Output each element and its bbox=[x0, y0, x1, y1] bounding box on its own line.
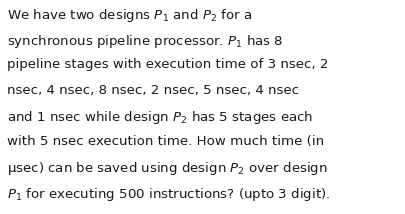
Text: $P_1$ for executing 500 instructions? (upto 3 digit).: $P_1$ for executing 500 instructions? (u… bbox=[7, 186, 330, 203]
Text: μsec) can be saved using design $P_2$ over design: μsec) can be saved using design $P_2$ ov… bbox=[7, 160, 328, 177]
Text: with 5 nsec execution time. How much time (in: with 5 nsec execution time. How much tim… bbox=[7, 135, 324, 148]
Text: pipeline stages with execution time of 3 nsec, 2: pipeline stages with execution time of 3… bbox=[7, 58, 329, 71]
Text: and 1 nsec while design $P_2$ has 5 stages each: and 1 nsec while design $P_2$ has 5 stag… bbox=[7, 109, 313, 126]
Text: nsec, 4 nsec, 8 nsec, 2 nsec, 5 nsec, 4 nsec: nsec, 4 nsec, 8 nsec, 2 nsec, 5 nsec, 4 … bbox=[7, 84, 299, 97]
Text: synchronous pipeline processor. $P_1$ has 8: synchronous pipeline processor. $P_1$ ha… bbox=[7, 33, 284, 50]
Text: We have two designs $P_1$ and $P_2$ for a: We have two designs $P_1$ and $P_2$ for … bbox=[7, 7, 253, 24]
